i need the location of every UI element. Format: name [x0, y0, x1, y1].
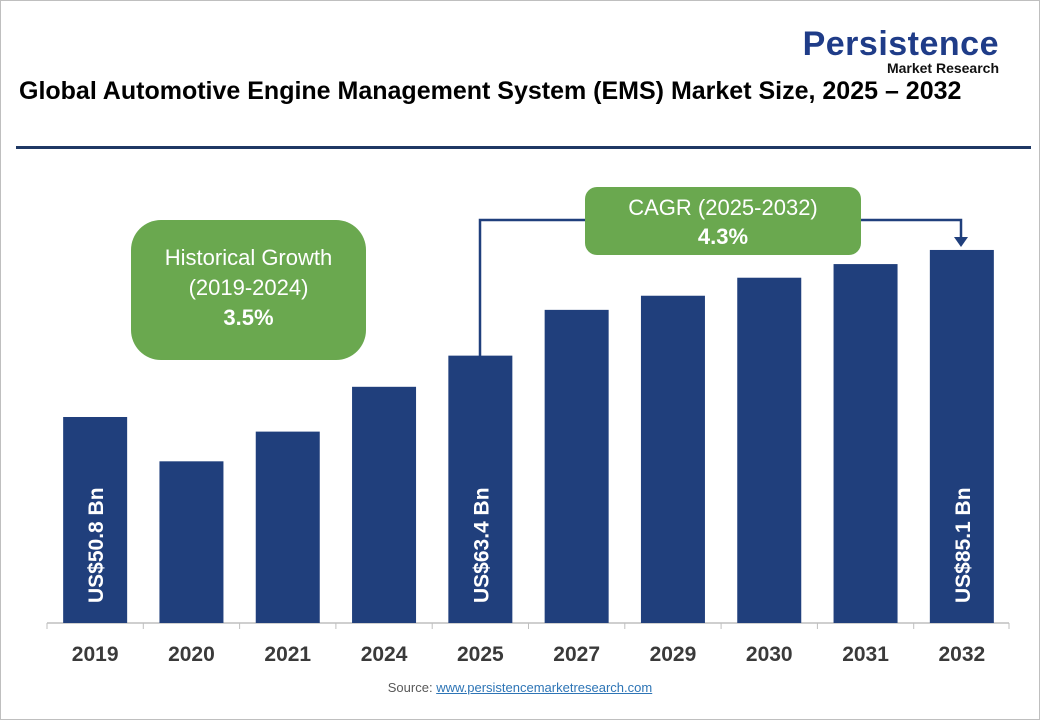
bar-2020	[159, 461, 224, 623]
x-tick-label: 2019	[72, 643, 119, 666]
x-tick-label: 2027	[553, 643, 600, 666]
x-tick-label: 2024	[361, 643, 408, 666]
bar-2019	[63, 416, 128, 623]
bar-2032	[929, 249, 994, 623]
source-note: Source: www.persistencemarketresearch.co…	[1, 680, 1039, 695]
chart-title: Global Automotive Engine Management Syst…	[19, 77, 962, 105]
bar-2024	[352, 386, 417, 623]
x-tick-label: 2021	[264, 643, 311, 666]
historical-period: (2019-2024)	[188, 275, 309, 300]
historical-label: Historical Growth	[164, 245, 333, 270]
x-tick-label: 2031	[842, 643, 889, 666]
cagr-callout: CAGR (2025-2032) 4.3%	[585, 187, 861, 255]
logo-name: Persistence	[802, 25, 999, 63]
x-tick-label: 2030	[746, 643, 793, 666]
x-tick-label: 2032	[938, 643, 985, 666]
title-divider	[16, 146, 1031, 149]
cagr-value: 4.3%	[697, 224, 749, 249]
x-tick-label: 2029	[650, 643, 697, 666]
source-link[interactable]: www.persistencemarketresearch.com	[436, 680, 653, 695]
bar-2021	[255, 431, 320, 623]
data-label: US$63.4 Bn	[470, 487, 493, 603]
bar-2031	[833, 264, 898, 623]
data-label: US$85.1 Bn	[952, 487, 975, 603]
x-tick-label: 2020	[168, 643, 215, 666]
logo-tagline: Market Research	[886, 60, 999, 76]
bar-2027	[544, 309, 609, 623]
bar-2025	[448, 355, 513, 623]
cagr-connector-line	[861, 218, 963, 241]
bar-2030	[737, 277, 802, 623]
historical-growth-callout: Historical Growth (2019-2024) 3.5%	[131, 220, 366, 360]
source-label: Source:	[387, 680, 437, 695]
x-tick-label: 2025	[457, 643, 504, 666]
cagr-connector-line	[478, 218, 585, 375]
cagr-label: CAGR (2025-2032)	[628, 195, 818, 220]
bar-2029	[640, 295, 705, 623]
arrow-head-icon	[954, 237, 968, 247]
historical-value: 3.5%	[223, 305, 274, 330]
logo: Persistence Market Research	[803, 27, 999, 75]
data-label: US$50.8 Bn	[85, 487, 108, 603]
